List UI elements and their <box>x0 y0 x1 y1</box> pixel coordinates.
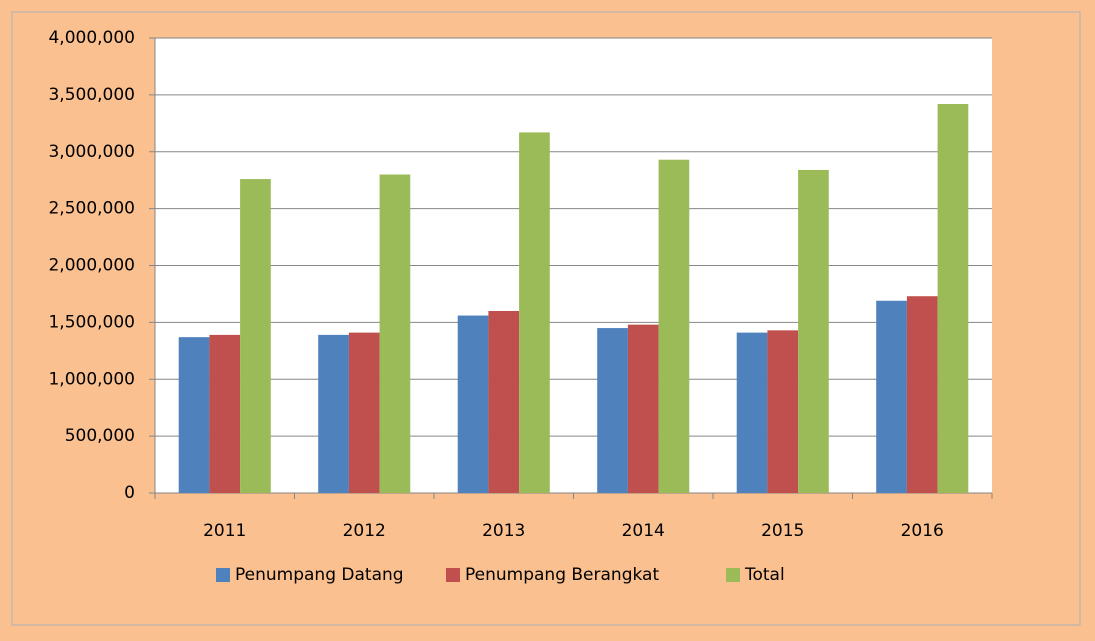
y-tick-label: 3,500,000 <box>48 85 135 105</box>
bar <box>906 296 938 493</box>
y-tick-label: 0 <box>124 483 135 503</box>
bar <box>318 334 349 493</box>
bar <box>178 337 210 493</box>
y-tick-label: 3,000,000 <box>48 142 135 162</box>
bar <box>457 315 489 493</box>
legend-swatch <box>216 568 230 582</box>
legend-label: Penumpang Datang <box>235 565 404 585</box>
legend-label: Total <box>744 565 785 585</box>
bar <box>736 332 768 493</box>
bar <box>627 324 659 493</box>
x-tick-label: 2012 <box>343 521 386 541</box>
x-tick-label: 2014 <box>622 521 665 541</box>
bar <box>348 332 380 493</box>
bar <box>209 334 241 493</box>
x-tick-label: 2011 <box>203 521 246 541</box>
y-tick-label: 1,000,000 <box>48 369 135 389</box>
y-tick-label: 500,000 <box>65 426 135 446</box>
y-tick-label: 2,000,000 <box>48 256 135 276</box>
bar <box>488 311 520 493</box>
y-tick-label: 2,500,000 <box>48 199 135 219</box>
chart-border <box>11 11 1081 626</box>
legend-swatch <box>446 568 460 582</box>
bar <box>876 300 907 493</box>
x-tick-label: 2016 <box>901 521 944 541</box>
legend-label: Penumpang Berangkat <box>465 565 659 585</box>
bar <box>767 330 799 493</box>
bar <box>240 179 271 494</box>
bar <box>658 159 690 493</box>
bar <box>798 169 829 493</box>
bar <box>379 174 411 493</box>
x-tick-label: 2015 <box>761 521 804 541</box>
bar <box>937 103 969 493</box>
legend-swatch <box>726 568 740 582</box>
y-tick-label: 4,000,000 <box>48 28 135 48</box>
bar <box>519 132 550 493</box>
y-tick-label: 1,500,000 <box>48 312 135 332</box>
x-tick-label: 2013 <box>482 521 525 541</box>
bar <box>597 328 628 493</box>
